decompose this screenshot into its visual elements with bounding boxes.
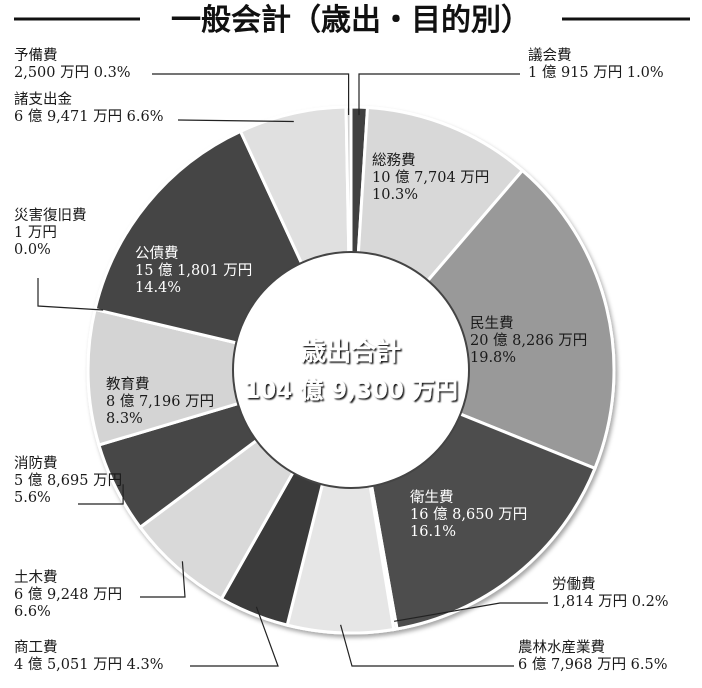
donut-hole — [232, 251, 470, 489]
slice-label-6-line-0: 商工費 — [14, 639, 58, 656]
slice-label-1-line-0: 総務費 — [372, 152, 416, 169]
leader-line-10 — [37, 278, 104, 311]
slice-label-4-line-1: 1,814 万円 0.2% — [552, 594, 669, 610]
slice-label-4-line-0: 労働費 — [552, 576, 596, 593]
slice-label-13-line-0: 予備費 — [14, 47, 58, 64]
slice-label-3-line-1: 16 億 8,650 万円 — [410, 506, 527, 523]
chart-title: 一般会計（歳出・目的別） — [171, 3, 531, 38]
slice-label-5-line-1: 6 億 7,968 万円 6.5% — [518, 656, 668, 673]
slice-label-13-line-1: 2,500 万円 0.3% — [14, 65, 131, 81]
slice-label-5-line-0: 農林水産業費 — [518, 639, 605, 656]
slice-label-10-line-2: 0.0% — [14, 242, 51, 258]
slice-label-10-line-1: 1 万円 — [14, 225, 57, 241]
slice-label-2-line-0: 民生費 — [470, 315, 514, 332]
slice-label-0-line-0: 議会費 — [528, 46, 572, 64]
slice-label-8-line-2: 5.6% — [14, 490, 51, 506]
slice-label-11-line-0: 公債費 — [135, 245, 179, 262]
slice-label-1-line-2: 10.3% — [372, 187, 418, 203]
slice-9 — [86, 307, 357, 447]
slice-label-3-line-0: 衛生費 — [410, 489, 454, 506]
slice-label-11-line-1: 15 億 1,801 万円 — [135, 262, 252, 279]
leader-line-6 — [190, 606, 279, 667]
slice-label-8-line-1: 5 億 8,695 万円 — [14, 472, 122, 489]
slice-label-7-line-1: 6 億 9,248 万円 — [14, 586, 122, 603]
slice-label-8-line-0: 消防費 — [14, 455, 58, 472]
slice-label-6-line-1: 4 億 5,051 万円 4.3% — [14, 656, 164, 673]
slice-label-2-line-1: 20 億 8,286 万円 — [470, 332, 587, 349]
center-label: 歳出合計 — [301, 337, 401, 366]
leader-line-5 — [340, 624, 514, 667]
slice-label-9-line-2: 8.3% — [106, 411, 143, 427]
slice-label-2-line-2: 19.8% — [470, 350, 516, 366]
leader-line-8 — [78, 484, 124, 505]
slice-label-7-line-2: 6.6% — [14, 604, 51, 620]
leader-line-7 — [140, 561, 186, 598]
slice-label-7-line-0: 土木費 — [14, 569, 58, 586]
slice-label-12-line-0: 諸支出金 — [14, 91, 72, 108]
center-value: 104 億 9,300 万円 — [244, 377, 458, 404]
slice-label-3-line-2: 16.1% — [410, 524, 456, 540]
slice-label-9-line-0: 教育費 — [106, 376, 150, 393]
slice-label-12-line-1: 6 億 9,471 万円 6.6% — [14, 108, 164, 125]
slice-label-11-line-2: 14.4% — [135, 280, 181, 296]
slice-label-10-line-0: 災害復旧費 — [14, 207, 87, 224]
leader-lines — [37, 73, 548, 667]
leader-line-0 — [358, 73, 520, 116]
slice-label-1-line-1: 10 億 7,704 万円 — [372, 169, 489, 186]
leader-line-4 — [393, 602, 548, 622]
slice-label-9-line-1: 8 億 7,196 万円 — [106, 393, 214, 410]
leader-line-13 — [152, 73, 350, 115]
slice-label-0-line-1: 1 億 915 万円 1.0% — [528, 64, 664, 81]
leader-line-12 — [177, 119, 294, 123]
